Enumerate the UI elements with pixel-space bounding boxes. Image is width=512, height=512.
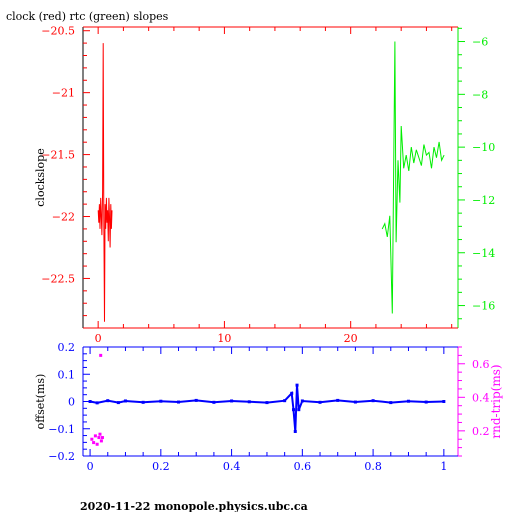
x-tick-label: 1	[440, 460, 447, 473]
footer-text: 2020-11-22 monopole.physics.ubc.ca	[80, 500, 308, 512]
y-tick-label: 0.2	[58, 341, 76, 354]
x-tick-label: 0	[87, 460, 94, 473]
y-tick-label: 0	[68, 396, 75, 409]
y-tick-label: −0.2	[48, 450, 75, 463]
y-tick-label: −21	[52, 87, 75, 100]
y2-tick-label: −6	[472, 36, 488, 49]
y2-axis-label: rnd-trip(ms)	[489, 364, 503, 438]
series-offset-point	[442, 400, 446, 403]
y2-tick-label: −12	[472, 194, 495, 207]
y-axis-label: clockslope	[34, 148, 47, 206]
y-tick-label: −22	[52, 211, 75, 224]
x-tick-label: 0.6	[294, 460, 312, 473]
x-tick-label: 10	[217, 332, 231, 345]
y2-tick-label: 0.4	[472, 391, 490, 404]
y2-tick-label: 0.2	[472, 425, 490, 438]
y-tick-label: −20.5	[41, 25, 75, 38]
series-rnd-trip-point	[98, 432, 102, 436]
x-tick-label: 0.4	[223, 460, 241, 473]
series-offset-trace	[89, 385, 444, 432]
series-rtc-line	[381, 41, 445, 314]
top-plot: 0 10 20 −20.5 −21 −21.5 −22 −22.5 −6 −8 −10 −12 −14 −…	[34, 25, 495, 345]
y-tick-label: −21.5	[41, 149, 75, 162]
series-offset-point	[88, 400, 92, 403]
y-tick-label: 0.1	[58, 368, 76, 381]
series-rnd-trip-point	[93, 434, 97, 438]
y-axis-label: offset(ms)	[34, 374, 47, 430]
series-rnd-trip-point	[100, 436, 104, 440]
bottom-plot: 0 0.2 0.4 0.6 0.8 1 0.2 0.1 0 −0.1 −0.2 0.6 0.4 0.2 of…	[34, 341, 503, 473]
series-rnd-trip-point	[99, 439, 103, 443]
y-tick-label: −22.5	[41, 272, 75, 285]
series-clock-line	[97, 43, 113, 322]
x-tick-label: 0	[95, 332, 102, 345]
y-tick-label: −0.1	[48, 423, 75, 436]
chart-title: clock (red) rtc (green) slopes	[6, 10, 169, 23]
y2-tick-label: −14	[472, 247, 495, 260]
series-rnd-trip-point	[99, 353, 103, 357]
y2-tick-label: 0.6	[472, 358, 490, 371]
series-rnd-trip-point	[92, 441, 96, 445]
y2-tick-label: −8	[472, 88, 488, 101]
series-rnd-trip-point	[90, 437, 94, 441]
series-rnd-trip-point	[97, 436, 101, 440]
series-rnd-trip-point	[95, 442, 99, 446]
x-tick-label: 0.8	[364, 460, 382, 473]
x-tick-label: 0.2	[152, 460, 170, 473]
y2-tick-label: −16	[472, 300, 495, 313]
x-tick-label: 20	[344, 332, 358, 345]
y2-tick-label: −10	[472, 141, 495, 154]
